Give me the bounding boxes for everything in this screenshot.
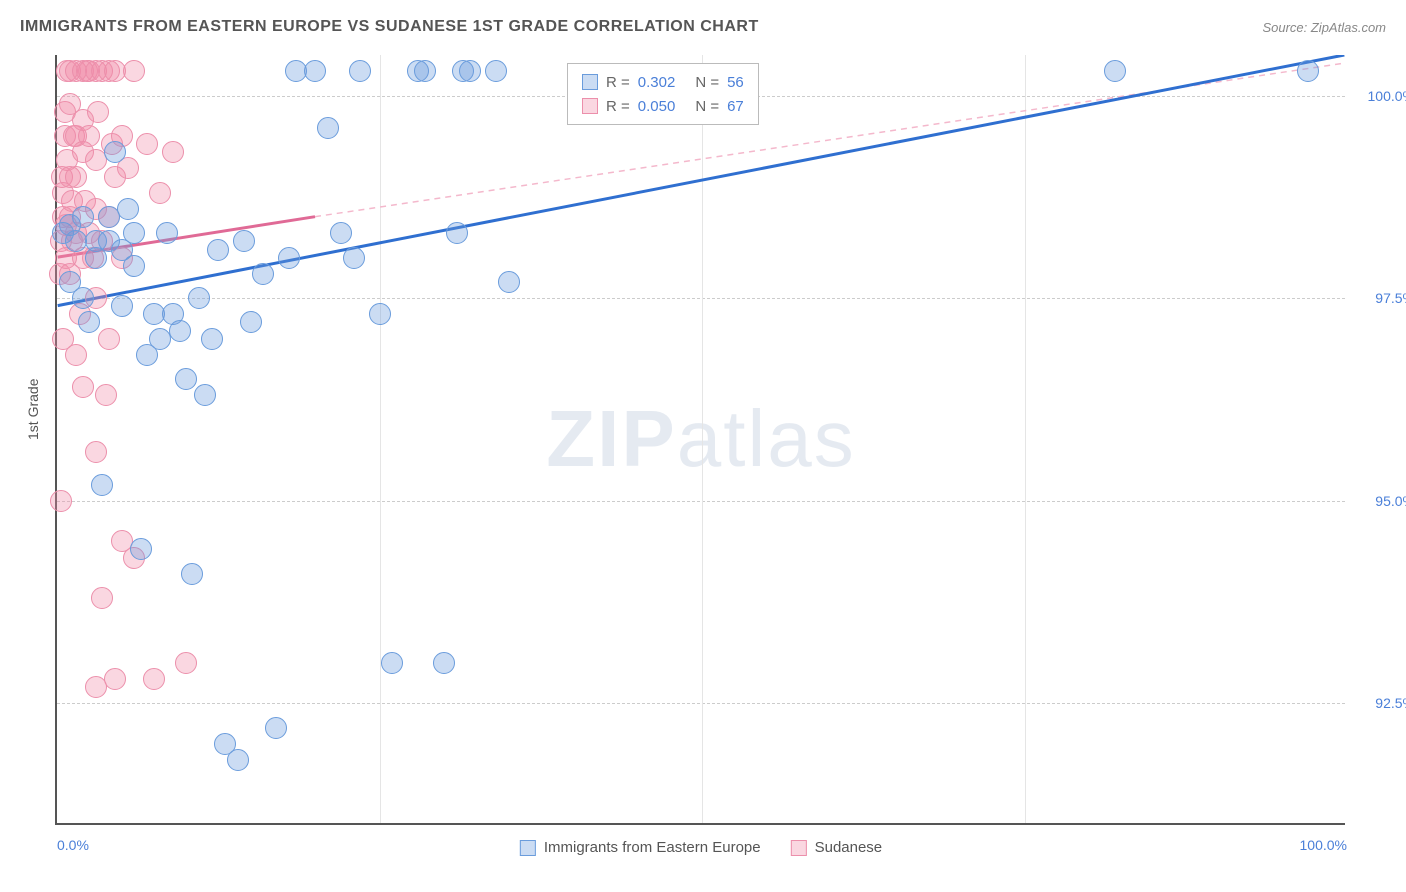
data-point	[91, 587, 113, 609]
legend-label: Sudanese	[815, 839, 883, 856]
data-point	[65, 344, 87, 366]
data-point	[123, 60, 145, 82]
legend-item: Sudanese	[791, 839, 883, 856]
data-point	[78, 311, 100, 333]
data-point	[50, 490, 72, 512]
grid-line-h	[57, 298, 1345, 299]
plot-area: ZIPatlas 92.5%95.0%97.5%100.0%0.0%100.0%…	[55, 55, 1345, 825]
data-point	[87, 101, 109, 123]
data-point	[343, 247, 365, 269]
data-point	[123, 222, 145, 244]
data-point	[369, 303, 391, 325]
data-point	[130, 538, 152, 560]
y-tick-label: 95.0%	[1355, 493, 1406, 509]
data-point	[252, 263, 274, 285]
x-tick-label: 0.0%	[57, 837, 89, 853]
y-tick-label: 92.5%	[1355, 695, 1406, 711]
legend-label: Immigrants from Eastern Europe	[544, 839, 761, 856]
r-value-1: 0.302	[638, 74, 676, 91]
data-point	[304, 60, 326, 82]
data-point	[175, 368, 197, 390]
data-point	[95, 384, 117, 406]
data-point	[1104, 60, 1126, 82]
y-tick-label: 100.0%	[1355, 88, 1406, 104]
watermark-bold: ZIP	[546, 394, 676, 483]
n-value-2: 67	[727, 98, 744, 115]
data-point	[169, 320, 191, 342]
y-axis-label: 1st Grade	[25, 379, 41, 440]
data-point	[207, 239, 229, 261]
data-point	[156, 222, 178, 244]
r-label-2: R =	[606, 98, 630, 115]
grid-line-h	[57, 703, 1345, 704]
data-point	[278, 247, 300, 269]
data-point	[446, 222, 468, 244]
data-point	[72, 287, 94, 309]
legend-swatch	[791, 840, 807, 856]
stats-row-series2: R = 0.050 N = 67	[582, 94, 744, 118]
data-point	[181, 563, 203, 585]
stats-row-series1: R = 0.302 N = 56	[582, 70, 744, 94]
n-label-1: N =	[695, 74, 719, 91]
r-label-1: R =	[606, 74, 630, 91]
data-point	[265, 717, 287, 739]
grid-line-v	[702, 55, 703, 823]
data-point	[98, 328, 120, 350]
data-point	[188, 287, 210, 309]
data-point	[143, 668, 165, 690]
data-point	[149, 182, 171, 204]
data-point	[175, 652, 197, 674]
data-point	[498, 271, 520, 293]
chart-title: IMMIGRANTS FROM EASTERN EUROPE VS SUDANE…	[20, 18, 759, 36]
stats-legend: R = 0.302 N = 56 R = 0.050 N = 67	[567, 63, 759, 125]
data-point	[233, 230, 255, 252]
grid-line-h	[57, 501, 1345, 502]
bottom-legend: Immigrants from Eastern Europe Sudanese	[520, 839, 882, 856]
data-point	[136, 133, 158, 155]
data-point	[72, 206, 94, 228]
watermark-light: atlas	[677, 394, 856, 483]
x-tick-label: 100.0%	[1300, 837, 1347, 853]
legend-item: Immigrants from Eastern Europe	[520, 839, 761, 856]
source-attribution: Source: ZipAtlas.com	[1262, 20, 1386, 35]
data-point	[104, 668, 126, 690]
grid-line-v	[380, 55, 381, 823]
data-point	[433, 652, 455, 674]
data-point	[459, 60, 481, 82]
data-point	[111, 295, 133, 317]
data-point	[72, 376, 94, 398]
data-point	[117, 198, 139, 220]
n-value-1: 56	[727, 74, 744, 91]
data-point	[317, 117, 339, 139]
data-point	[104, 141, 126, 163]
watermark: ZIPatlas	[546, 393, 855, 485]
data-point	[65, 166, 87, 188]
swatch-series2	[582, 98, 598, 114]
data-point	[485, 60, 507, 82]
data-point	[162, 141, 184, 163]
data-point	[349, 60, 371, 82]
n-label-2: N =	[695, 98, 719, 115]
data-point	[330, 222, 352, 244]
data-point	[85, 441, 107, 463]
r-value-2: 0.050	[638, 98, 676, 115]
y-tick-label: 97.5%	[1355, 290, 1406, 306]
data-point	[78, 125, 100, 147]
swatch-series1	[582, 74, 598, 90]
data-point	[123, 255, 145, 277]
data-point	[91, 474, 113, 496]
data-point	[1297, 60, 1319, 82]
grid-line-v	[1025, 55, 1026, 823]
trend-lines	[57, 55, 1345, 823]
data-point	[381, 652, 403, 674]
data-point	[201, 328, 223, 350]
legend-swatch	[520, 840, 536, 856]
data-point	[227, 749, 249, 771]
data-point	[194, 384, 216, 406]
data-point	[240, 311, 262, 333]
data-point	[414, 60, 436, 82]
